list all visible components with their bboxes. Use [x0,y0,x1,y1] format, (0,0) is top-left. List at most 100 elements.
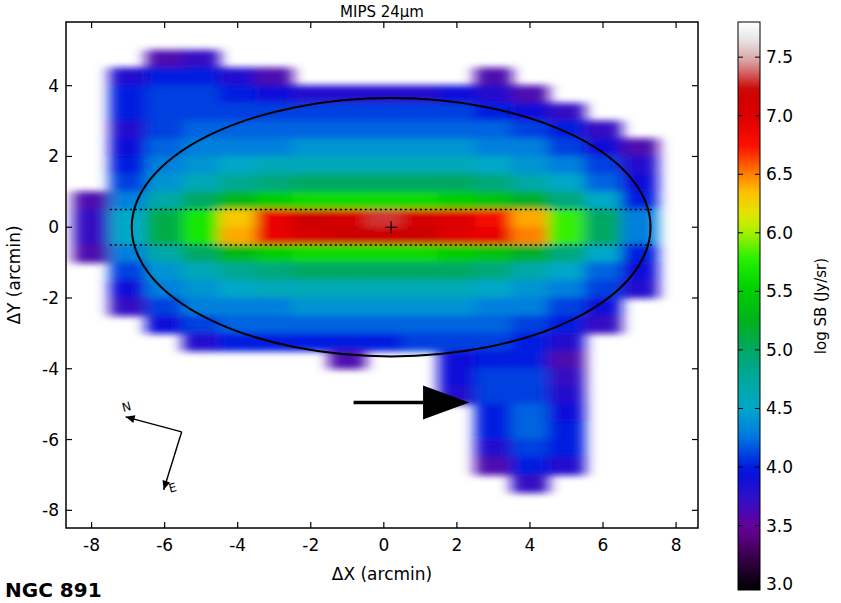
heatmap-cell [182,103,220,122]
colorbar-tick-label: 7.5 [766,47,793,67]
heatmap-cell [292,333,330,352]
galaxy-caption: NGC 891 [5,578,102,602]
heatmap-cell [255,138,293,157]
heatmap-cell [402,333,440,352]
colorbar-tick-label: 6.0 [766,223,793,243]
heatmap-cell [548,298,586,317]
heatmap-cell [584,227,622,246]
heatmap-cell [219,262,257,281]
y-tick [692,297,698,298]
heatmap-cell [219,156,257,175]
heatmap-cell [255,298,293,317]
heatmap-cell [182,227,220,246]
colorbar-tick-label: 4.5 [766,398,793,418]
y-tick-label: -8 [42,500,59,520]
heatmap-cell [475,262,513,281]
x-tick-label: 8 [671,535,682,555]
x-tick-label: -8 [83,535,100,555]
heatmap-cell [109,209,147,228]
heatmap-cell [182,333,220,352]
heatmap-cell [365,156,403,175]
compass-north-head [126,415,136,423]
heatmap-cell [438,262,476,281]
heatmap-cell [109,227,147,246]
x-tick-label: 2 [451,535,462,555]
heatmap-cell [182,121,220,140]
heatmap-cell [365,298,403,317]
heatmap-cell [329,227,367,246]
heatmap-cell [438,174,476,193]
heatmap-cell [292,174,330,193]
heatmap-cell [146,50,184,69]
colorbar-tick [738,584,743,585]
heatmap-cell [475,138,513,157]
heatmap-cell [109,298,147,317]
heatmap-cell [219,298,257,317]
heatmap-cell [584,138,622,157]
heatmap-cell [292,138,330,157]
heatmap-cell [584,298,622,317]
heatmap-cell [402,244,440,263]
x-tick [456,22,457,28]
colorbar-title: log SB (Jy/sr) [812,258,830,354]
colorbar-tick [738,349,743,350]
heatmap-cell [511,244,549,263]
heatmap-cell [292,191,330,210]
colorbar-tick [755,57,760,58]
x-tick [602,522,603,528]
heatmap-cell [511,474,549,493]
heatmap-cell [402,315,440,334]
y-tick-label: 0 [48,217,59,237]
heatmap-cell [292,85,330,104]
heatmap-cell [73,244,111,263]
y-tick-label: -6 [42,430,59,450]
strip-line [110,209,654,211]
colorbar-tick [738,174,743,175]
heatmap-cell [329,156,367,175]
y-tick-label: 2 [48,146,59,166]
colorbar-tick [755,349,760,350]
heatmap-cell [109,262,147,281]
heatmap-cell [219,244,257,263]
heatmap-cell [548,315,586,334]
heatmap-cell [219,85,257,104]
heatmap-cell [438,103,476,122]
heatmap-cell [255,174,293,193]
heatmap-cell [475,439,513,458]
heatmap-cell [292,209,330,228]
heatmap-cell [109,121,147,140]
heatmap-cell [109,103,147,122]
y-tick [66,368,72,369]
y-tick [692,85,698,86]
x-tick [675,22,676,28]
heatmap-cell [182,209,220,228]
heatmap-cell [182,262,220,281]
heatmap-cell [365,262,403,281]
x-tick-label: -2 [302,535,319,555]
heatmap-cell [511,174,549,193]
heatmap-cell [621,244,659,263]
y-tick [66,227,72,228]
x-tick-label: -4 [229,535,246,555]
x-tick [529,522,530,528]
heatmap-cell [475,121,513,140]
x-tick-label: -6 [156,535,173,555]
heatmap-cell [475,421,513,440]
heatmap-cell [255,280,293,299]
colorbar-tick [738,525,743,526]
heatmap-cell [182,68,220,87]
heatmap-cell [548,262,586,281]
heatmap-cell [511,439,549,458]
heatmap-cell [182,85,220,104]
colorbar-tick-label: 4.0 [766,457,793,477]
heatmap-cell [584,209,622,228]
heatmap-cell [475,68,513,87]
heatmap-cell [475,244,513,263]
y-tick-label: 4 [48,76,59,96]
x-axis-title: ΔX (arcmin) [332,564,432,584]
y-tick-label: -2 [42,288,59,308]
heatmap-cell [584,191,622,210]
x-tick [237,522,238,528]
heatmap-cell [511,156,549,175]
heatmap-cell [219,138,257,157]
